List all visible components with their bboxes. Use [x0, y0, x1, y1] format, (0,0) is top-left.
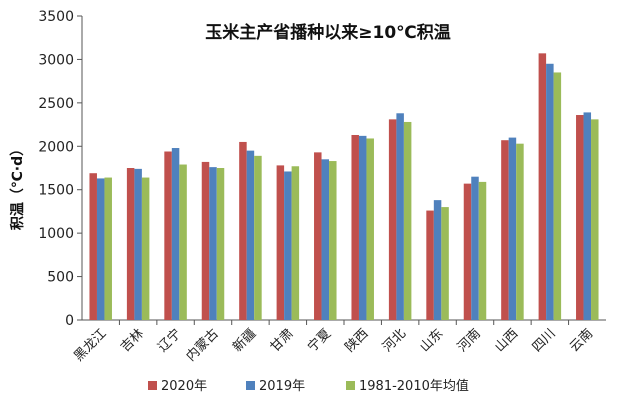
bar [471, 176, 479, 320]
y-tick-label: 0 [65, 313, 74, 329]
legend-label: 2020年 [161, 379, 207, 394]
bar [321, 159, 330, 320]
legend-label: 1981-2010年均值 [359, 378, 469, 394]
bar [284, 171, 292, 320]
x-tick-label: 黑龙江 [71, 326, 109, 364]
x-tick-label: 宁夏 [304, 326, 334, 356]
bar [508, 137, 517, 320]
chart-title: 玉米主产省播种以来≥10℃积温 [205, 22, 451, 43]
bar [478, 181, 487, 320]
bar [171, 148, 180, 320]
bar [351, 134, 359, 320]
bar [538, 53, 547, 320]
plot-area: 0 500 1000 1500 2000 2500 3000 3500 黑龙江 吉林 辽宁 内蒙古 新疆… [38, 9, 606, 364]
bar [209, 167, 217, 320]
bar [201, 161, 210, 320]
bar [96, 178, 105, 320]
x-tick-label: 云南 [566, 326, 596, 356]
bar [426, 210, 434, 320]
legend: 2020年 2019年 1981-2010年均值 [148, 378, 469, 394]
legend-swatch [346, 381, 355, 390]
x-tick-label: 四川 [530, 326, 559, 355]
bar [388, 119, 397, 320]
bar [246, 150, 255, 320]
bar [216, 168, 225, 320]
legend-label: 2019年 [259, 379, 305, 394]
bar [576, 115, 584, 320]
x-tick-label: 陕西 [343, 326, 372, 355]
x-tick-label: 内蒙古 [183, 326, 222, 365]
y-tick-label: 3500 [38, 9, 74, 25]
bar [104, 177, 112, 320]
bar [314, 152, 322, 320]
y-tick-label: 1500 [38, 183, 74, 199]
y-tick-label: 2000 [38, 139, 74, 155]
bar [126, 168, 135, 320]
bar [546, 63, 554, 321]
x-tick-label: 吉林 [118, 326, 147, 355]
bar [276, 165, 285, 320]
bar [291, 166, 300, 320]
bar [134, 168, 142, 320]
bar [591, 119, 599, 320]
x-tick-label: 新疆 [230, 326, 260, 356]
bar [254, 155, 262, 320]
bar [583, 112, 592, 320]
x-tick-label: 河南 [454, 326, 484, 356]
bar [358, 135, 367, 320]
bar [141, 177, 150, 320]
bar [164, 151, 172, 320]
x-tick-label: 山西 [492, 326, 521, 355]
x-tick-label: 辽宁 [155, 326, 185, 356]
bar [501, 140, 509, 320]
bar [239, 141, 247, 320]
bar [441, 207, 449, 320]
y-tick-label: 3000 [38, 52, 74, 68]
y-tick-label: 500 [47, 270, 74, 286]
bar [89, 173, 97, 320]
bar [329, 161, 337, 320]
legend-swatch [148, 381, 157, 390]
bar [433, 200, 442, 320]
bar [366, 138, 374, 320]
bar [553, 72, 562, 320]
bar [396, 113, 404, 320]
x-tick-label: 山东 [417, 326, 446, 355]
x-tick-label: 甘肃 [268, 326, 297, 355]
bar [516, 143, 524, 320]
y-tick-label: 2500 [38, 96, 74, 112]
bar [179, 164, 187, 320]
y-tick-label: 1000 [38, 226, 74, 242]
y-axis-label: 积温（℃·d） [9, 142, 26, 230]
bar [403, 121, 412, 320]
legend-swatch [246, 381, 255, 390]
x-tick-label: 河北 [380, 326, 409, 355]
bar [463, 183, 472, 320]
